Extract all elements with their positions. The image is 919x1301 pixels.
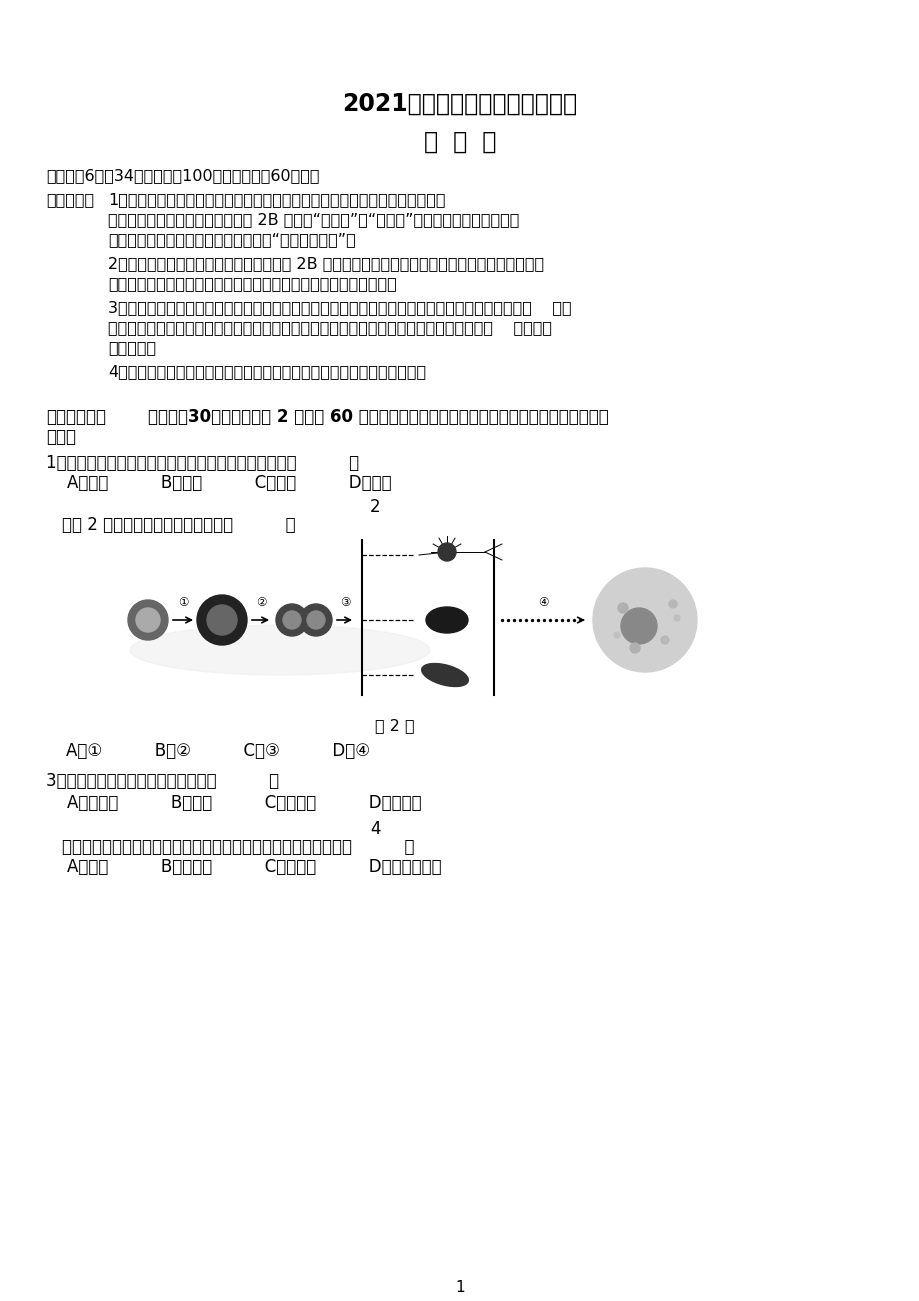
Text: A．杉科          B．水杉属          C．松杉目          D．裸子植物门: A．杉科 B．水杉属 C．松杉目 D．裸子植物门 xyxy=(46,857,441,876)
Ellipse shape xyxy=(425,608,468,634)
Text: 1: 1 xyxy=(455,1280,464,1294)
Text: 答案无效。: 答案无效。 xyxy=(108,340,156,355)
Circle shape xyxy=(674,615,679,621)
Circle shape xyxy=(630,643,640,653)
Text: 4．考生必须保持答题卡的整洁。考试结束后，将试卷和答题卡一并交回。: 4．考生必须保持答题卡的整洁。考试结束后，将试卷和答题卡一并交回。 xyxy=(108,364,425,379)
Text: 如需改动，先划握原来的答案，然后再写上新的答案；不准使用铅笔和涂改液。不按以上要    求作答的: 如需改动，先划握原来的答案，然后再写上新的答案；不准使用铅笔和涂改液。不按以上要… xyxy=(108,320,551,334)
Text: ③: ③ xyxy=(339,596,350,609)
Text: 2: 2 xyxy=(369,498,380,516)
Text: 2．作答选择题时，选出每小题答案后，用 2B 铅笔把答题卡上对应题目选项的答案信息点涂黑；如: 2．作答选择题时，选出每小题答案后，用 2B 铅笔把答题卡上对应题目选项的答案信… xyxy=(108,256,543,271)
Circle shape xyxy=(437,543,456,561)
Text: A．细胞核          B．液泡          C．叶绻体          D．线粒体: A．细胞核 B．液泡 C．叶绻体 D．线粒体 xyxy=(46,794,421,812)
Text: 场号和座位号。将条形码粘贴在答题卡“条形码粘贴处”。: 场号和座位号。将条形码粘贴在答题卡“条形码粘贴处”。 xyxy=(108,232,356,247)
Circle shape xyxy=(620,608,656,644)
Circle shape xyxy=(207,605,237,635)
Text: ①: ① xyxy=(177,596,188,609)
Circle shape xyxy=(660,636,668,644)
Text: 3．酸甜的菠萝汁主要存在于细胞的（          ）: 3．酸甜的菠萝汁主要存在于细胞的（ ） xyxy=(46,771,278,790)
Circle shape xyxy=(593,569,697,673)
Text: 本大题內30小题，每小题 2 分，共 60 分。在每小题给出的四个选项中，只有一项是符合题目要: 本大题內30小题，每小题 2 分，共 60 分。在每小题给出的四个选项中，只有一… xyxy=(148,409,608,425)
Circle shape xyxy=(613,632,619,637)
Text: 求的。: 求的。 xyxy=(46,428,76,446)
Text: A．细胞          B．组织          C．器官          D．系统: A．细胞 B．组织 C．器官 D．系统 xyxy=(46,474,391,492)
Circle shape xyxy=(668,600,676,608)
Text: ．题 2 图中表示人体细胞分化的是（          ）: ．题 2 图中表示人体细胞分化的是（ ） xyxy=(62,516,295,533)
Circle shape xyxy=(197,595,246,645)
Circle shape xyxy=(136,608,160,632)
Text: 1．草履虫、水绵和大熊猫结构与功能的基本单位都是（          ）: 1．草履虫、水绵和大熊猫结构与功能的基本单位都是（ ） xyxy=(46,454,358,472)
Circle shape xyxy=(283,611,301,628)
Circle shape xyxy=(128,600,168,640)
Ellipse shape xyxy=(421,664,468,687)
Text: ④: ④ xyxy=(538,596,548,609)
Text: 注意事项：: 注意事项： xyxy=(46,193,94,207)
Circle shape xyxy=(618,602,628,613)
Text: 4: 4 xyxy=(369,820,380,838)
Circle shape xyxy=(300,604,332,636)
Ellipse shape xyxy=(130,624,429,675)
Text: 需改动，用橡皮擦干净后，再选涂其他答案，答案不能答在试卷上。: 需改动，用橡皮擦干净后，再选涂其他答案，答案不能答在试卷上。 xyxy=(108,276,396,291)
Circle shape xyxy=(307,611,324,628)
Text: 本试卷兲6页，34小题，满分100分。考试用时60分钟。: 本试卷兲6页，34小题，满分100分。考试用时60分钟。 xyxy=(46,168,319,183)
Text: ②: ② xyxy=(255,596,266,609)
Text: 一、选择题：: 一、选择题： xyxy=(46,409,106,425)
Text: 3．非选择题必须用黑色字迹的钒笔或签字笔作答，答案必须写在答题卡各题目指定区域内相应位置    上；: 3．非选择题必须用黑色字迹的钒笔或签字笔作答，答案必须写在答题卡各题目指定区域内… xyxy=(108,301,571,315)
Text: 题 2 图: 题 2 图 xyxy=(375,718,414,732)
Text: 1．答卷前，考生务必用黑色字迹的钒笔或签字笔将自己的准考证号、姓名、考: 1．答卷前，考生务必用黑色字迹的钒笔或签字笔将自己的准考证号、姓名、考 xyxy=(108,193,445,207)
Text: ．水杉是我国特有的珍稀物种，与之共同特征最多的分类等级是（          ）: ．水杉是我国特有的珍稀物种，与之共同特征最多的分类等级是（ ） xyxy=(62,838,414,856)
Text: A．①          B．②          C．③          D．④: A．① B．② C．③ D．④ xyxy=(66,742,369,760)
Text: 场号和座位号填写在答题卡上。用 2B 铅笔在“考场号”和“座位号”栏相应位置填涂自己的考: 场号和座位号填写在答题卡上。用 2B 铅笔在“考场号”和“座位号”栏相应位置填涂… xyxy=(108,212,519,226)
Text: 生  物  学: 生 物 学 xyxy=(424,130,495,154)
Circle shape xyxy=(276,604,308,636)
Text: 2021年广东省初中学业水平考试: 2021年广东省初中学业水平考试 xyxy=(342,92,577,116)
